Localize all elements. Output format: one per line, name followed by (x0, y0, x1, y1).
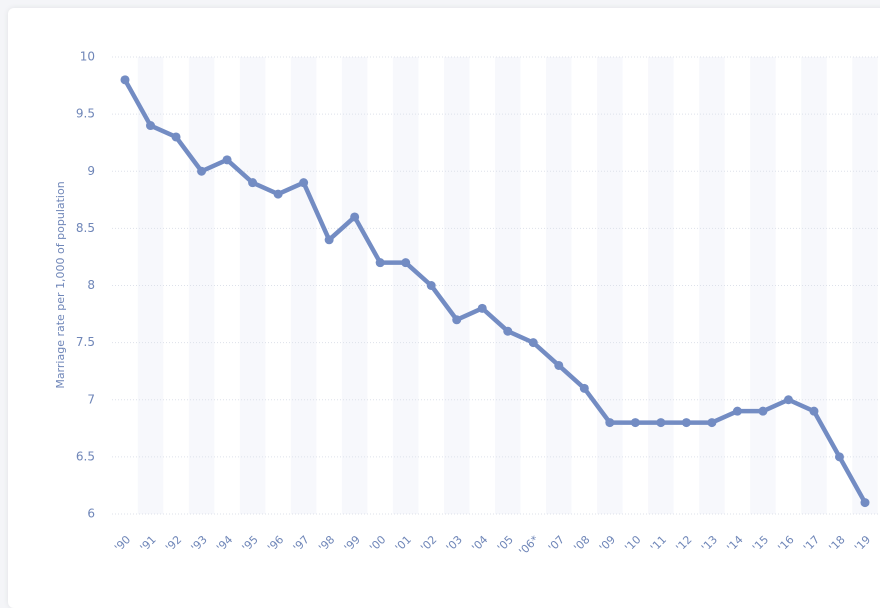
point (783, 395, 793, 405)
stripe (443, 57, 470, 514)
x-tick-label: '11 (648, 533, 669, 554)
point (120, 75, 130, 85)
stripe (239, 57, 266, 514)
page: Marriage rate per 1,000 of population 6 6… (8, 8, 880, 608)
point (197, 166, 207, 176)
x-tick-label: '94 (214, 533, 235, 554)
x-tick-label: '00 (367, 533, 388, 554)
point (248, 178, 258, 188)
point (477, 303, 487, 313)
point (630, 418, 640, 428)
point (146, 121, 156, 131)
point (171, 132, 181, 142)
point (681, 418, 691, 428)
stripe (392, 57, 419, 514)
point (426, 281, 436, 290)
stripe (648, 57, 674, 514)
x-tick-label: '96 (265, 533, 286, 554)
stripe (597, 57, 623, 514)
x-tick-label: '13 (699, 533, 720, 554)
x-tick-label: '10 (622, 533, 643, 554)
point (758, 406, 768, 416)
x-tick-label: '90 (112, 533, 133, 554)
point (656, 418, 666, 428)
point (324, 235, 334, 245)
point (350, 212, 360, 222)
x-tick-label: '95 (240, 533, 261, 554)
x-tick-label: '04 (469, 533, 490, 554)
y-tick-label: 8 (87, 278, 95, 292)
x-tick-label: '19 (852, 533, 873, 554)
stripe (290, 57, 317, 514)
x-tick-label: '99 (342, 533, 363, 554)
stripe (495, 57, 521, 514)
stripe (188, 57, 215, 514)
y-tick-label: 10 (80, 50, 95, 64)
point (273, 189, 283, 199)
point (605, 418, 615, 428)
point (732, 406, 742, 416)
point (554, 360, 564, 370)
point (401, 258, 411, 268)
x-tick-label: '12 (673, 533, 694, 554)
point (579, 383, 589, 393)
stripe (341, 57, 368, 514)
y-tick-label: 9.5 (76, 107, 95, 121)
y-tick-label: 6 (87, 507, 95, 521)
x-tick-label: '06* (516, 533, 541, 558)
x-tick-label: '17 (801, 533, 822, 554)
x-tick-label: '08 (571, 533, 592, 554)
x-tick-label: '02 (418, 533, 439, 554)
x-tick-label: '07 (546, 533, 567, 554)
x-tick-label: '14 (724, 533, 745, 554)
y-tick-label: 7.5 (76, 335, 95, 349)
y-tick-label: 9 (87, 164, 95, 178)
point (222, 155, 232, 165)
point (834, 452, 844, 462)
point (860, 498, 870, 508)
y-tick-label: 6.5 (76, 449, 95, 463)
x-tick-label: '18 (826, 533, 847, 554)
x-tick-label: '98 (316, 533, 337, 554)
y-axis-label: Marriage rate per 1,000 of population (54, 181, 67, 388)
x-tick-label: '01 (393, 533, 414, 554)
y-tick-label: 7 (87, 392, 95, 406)
stripe (546, 57, 572, 514)
x-tick-label: '97 (291, 533, 312, 554)
chart: Marriage rate per 1,000 of population 6 6… (54, 50, 880, 558)
point (375, 258, 385, 268)
y-tick-label: 8.5 (76, 221, 95, 235)
x-tick-label: '05 (495, 533, 516, 554)
x-tick-label: '93 (189, 533, 210, 554)
point (503, 326, 513, 336)
x-tick-label: '91 (138, 533, 159, 554)
point (809, 406, 819, 416)
x-tick-label: '15 (750, 533, 771, 554)
point (707, 418, 717, 428)
x-tick-label: '03 (444, 533, 465, 554)
stripe (699, 57, 725, 514)
x-tick-label: '92 (163, 533, 184, 554)
point (299, 178, 309, 188)
x-tick-label: '09 (597, 533, 618, 554)
x-tick-label: '16 (775, 533, 796, 554)
point (528, 338, 538, 348)
point (452, 315, 462, 325)
